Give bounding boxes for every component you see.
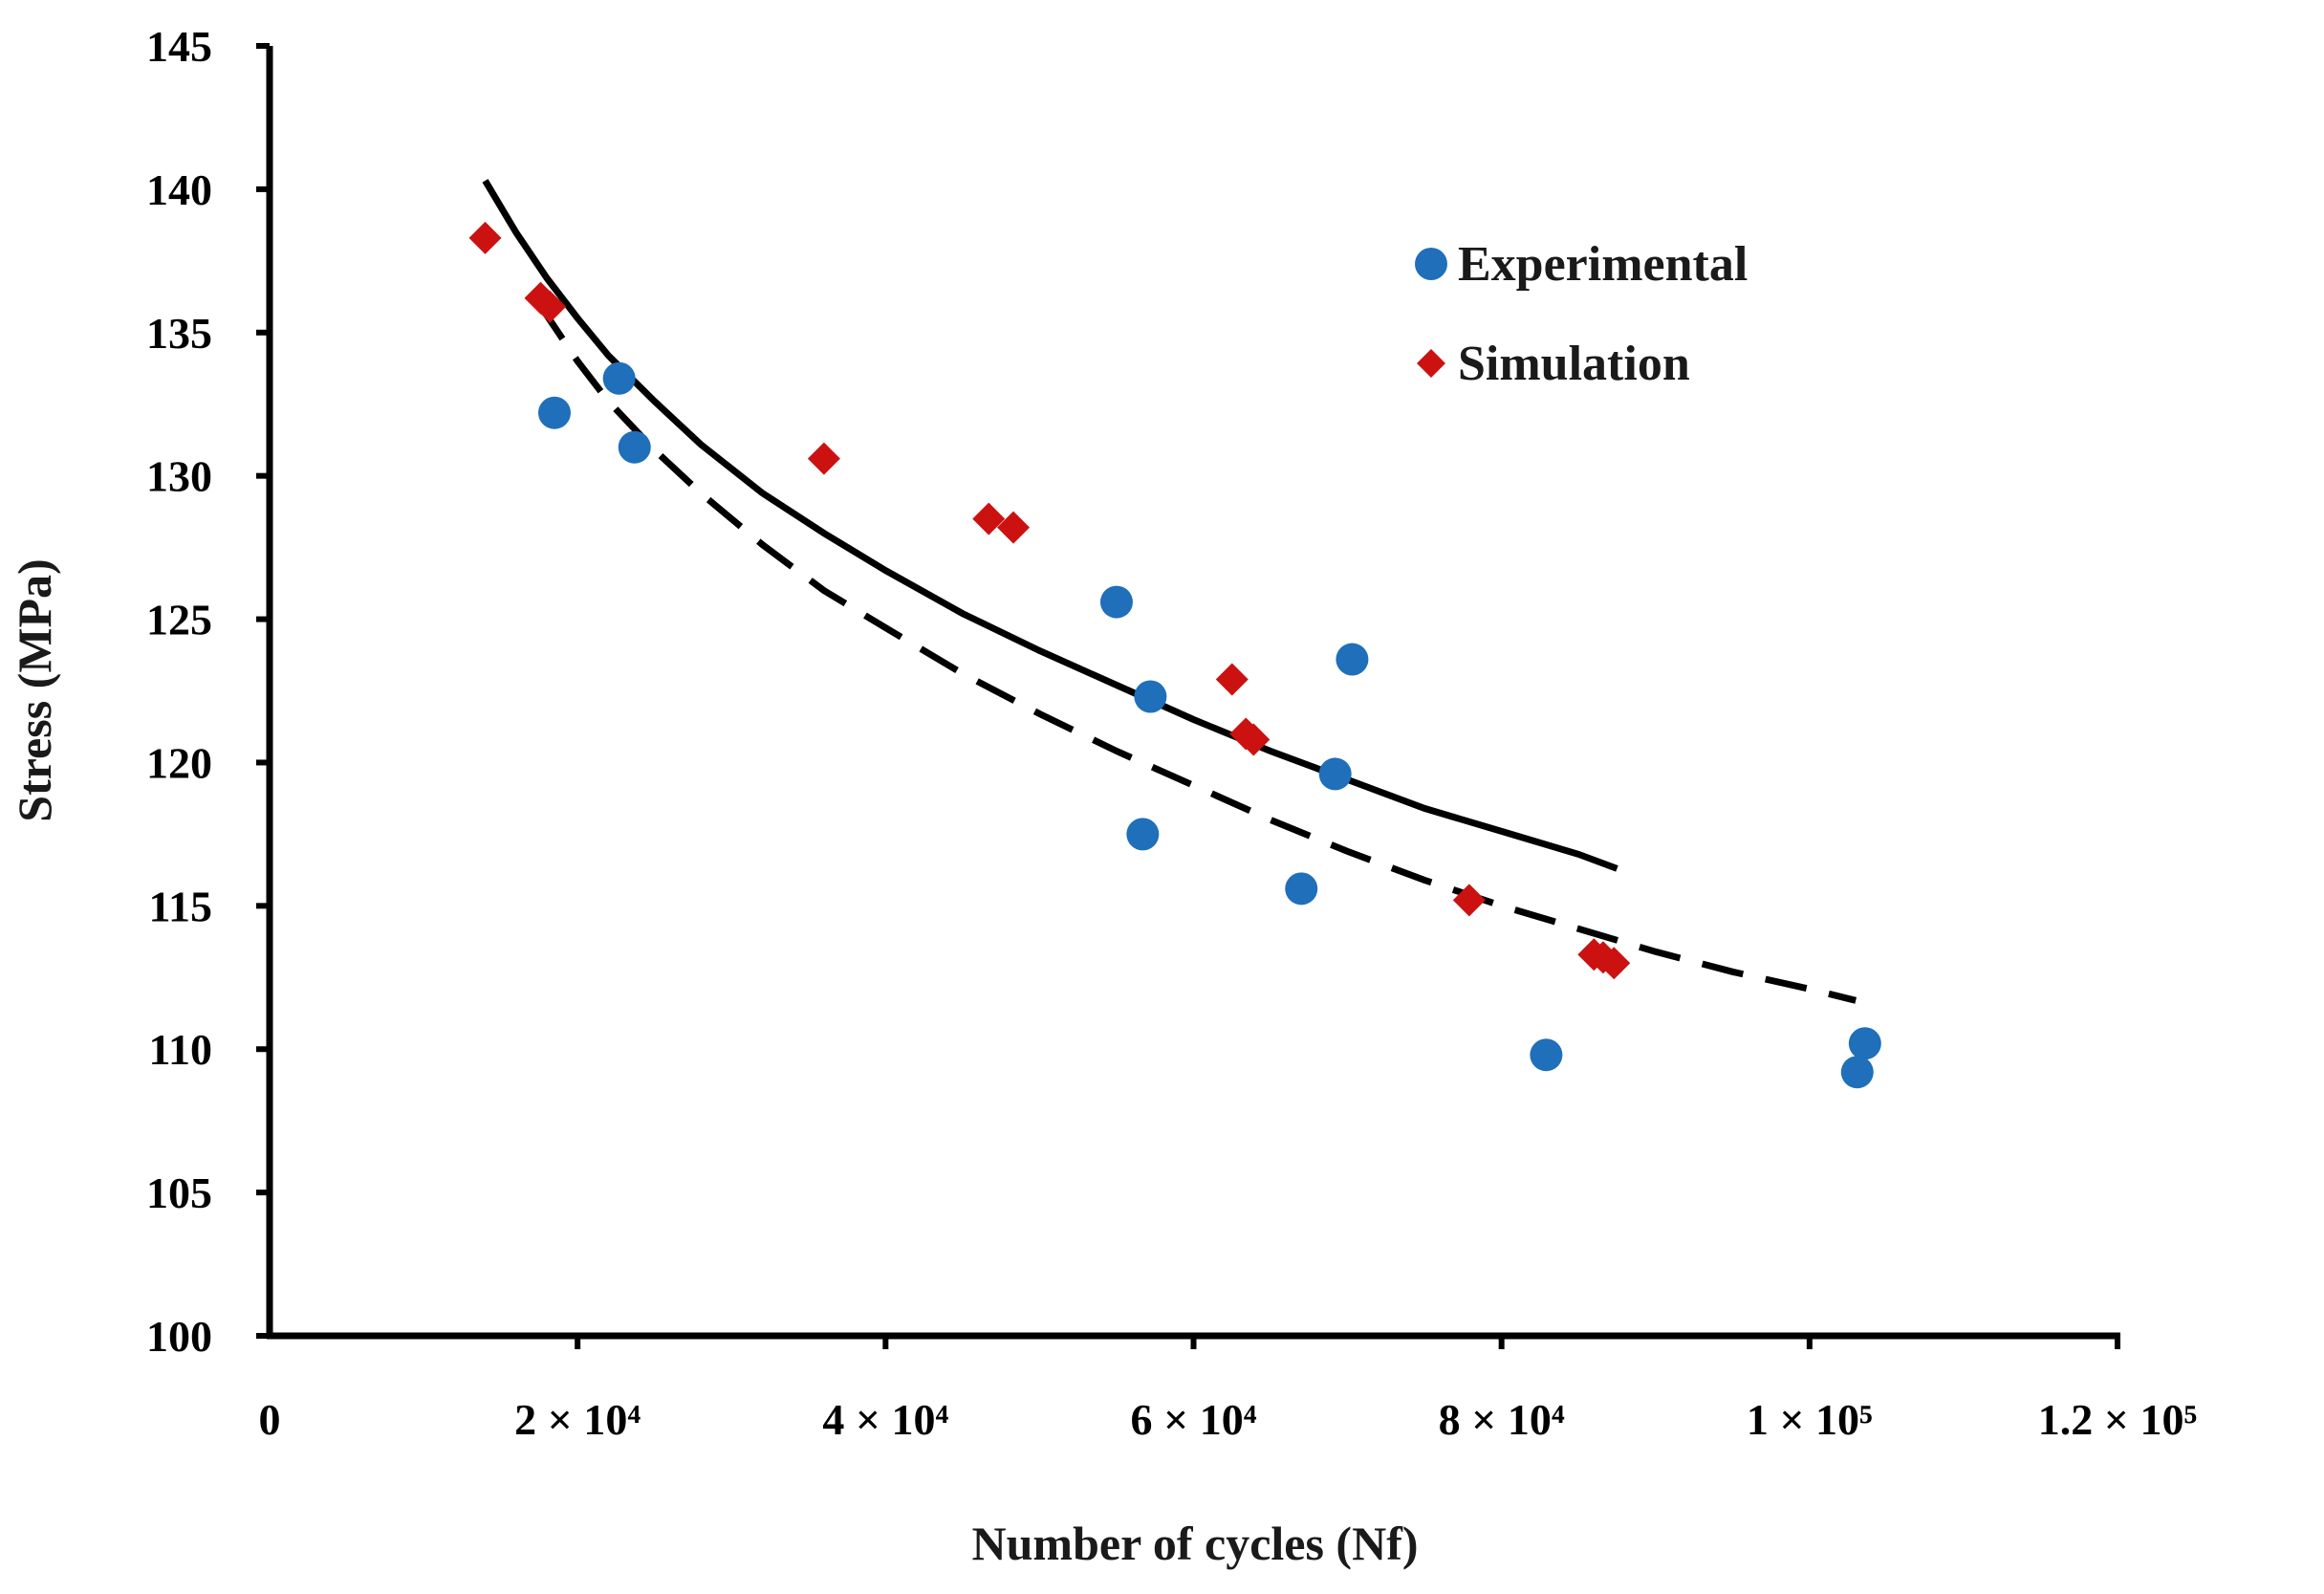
legend-experimental-label: Experimental — [1458, 237, 1748, 292]
y-axis-title: Stress (MPa) — [8, 558, 61, 821]
trendline-layer — [482, 179, 1857, 1004]
x-tick-label: 2 × 10⁴ — [514, 1395, 641, 1444]
y-tick-label: 110 — [149, 1025, 212, 1074]
experimental-point — [1318, 757, 1352, 791]
experimental-point — [1126, 818, 1160, 851]
simulation-point — [972, 502, 1006, 535]
experimental-point — [1134, 680, 1167, 713]
experimental-point — [618, 430, 651, 464]
y-tick-label: 115 — [149, 882, 212, 930]
legend-simulation-label: Simulation — [1458, 337, 1690, 391]
x-tick-label: 0 — [259, 1395, 281, 1444]
experimental-point — [1848, 1027, 1881, 1060]
legend-simulation-marker — [1417, 349, 1445, 378]
y-tick-label: 120 — [146, 738, 212, 787]
simulation-point — [997, 511, 1031, 544]
experimental-trendline — [482, 179, 1618, 872]
experimental-point — [1530, 1038, 1563, 1072]
y-tick-label: 125 — [146, 596, 212, 644]
tick-marks — [256, 43, 2120, 1349]
y-tick-label: 140 — [146, 165, 212, 214]
x-tick-label: 8 × 10⁴ — [1439, 1395, 1565, 1444]
legend-experimental-marker — [1415, 248, 1447, 280]
experimental-point — [538, 396, 572, 429]
axes — [266, 46, 2120, 1340]
simulation-point — [1237, 723, 1271, 756]
x-axis-title: Number of cycles (Nf) — [972, 1517, 1419, 1570]
x-tick-label: 4 × 10⁴ — [822, 1395, 948, 1444]
y-tick-labels: 100 105 110 115 120 125 130 135 140 145 — [146, 22, 212, 1361]
legend: Experimental Simulation — [1415, 237, 1748, 391]
simulation-point — [533, 290, 567, 323]
y-tick-label: 100 — [146, 1312, 212, 1361]
experimental-point — [1840, 1056, 1874, 1089]
x-tick-label: 1 × 10⁵ — [1747, 1395, 1873, 1444]
simulation-point — [1215, 663, 1249, 696]
experimental-point — [1285, 872, 1318, 906]
y-tick-label: 130 — [146, 452, 212, 501]
x-tick-label: 6 × 10⁴ — [1130, 1395, 1256, 1444]
simulation-trendline — [535, 301, 1857, 1004]
data-point-layer — [468, 221, 1881, 1089]
y-tick-label: 135 — [146, 309, 212, 358]
simulation-point — [1452, 884, 1486, 917]
simulation-point — [1597, 947, 1631, 980]
experimental-point — [1099, 585, 1133, 619]
x-tick-labels: 0 2 × 10⁴ 4 × 10⁴ 6 × 10⁴ 8 × 10⁴ 1 × 10⁵ 1.2 … — [259, 1395, 2198, 1444]
experimental-point — [602, 361, 636, 395]
simulation-point — [807, 442, 840, 475]
y-tick-label: 105 — [146, 1168, 212, 1217]
simulation-point — [468, 221, 502, 254]
y-tick-label: 145 — [146, 22, 212, 71]
experimental-point — [1336, 643, 1369, 676]
x-tick-label: 1.2 × 10⁵ — [2038, 1395, 2198, 1444]
